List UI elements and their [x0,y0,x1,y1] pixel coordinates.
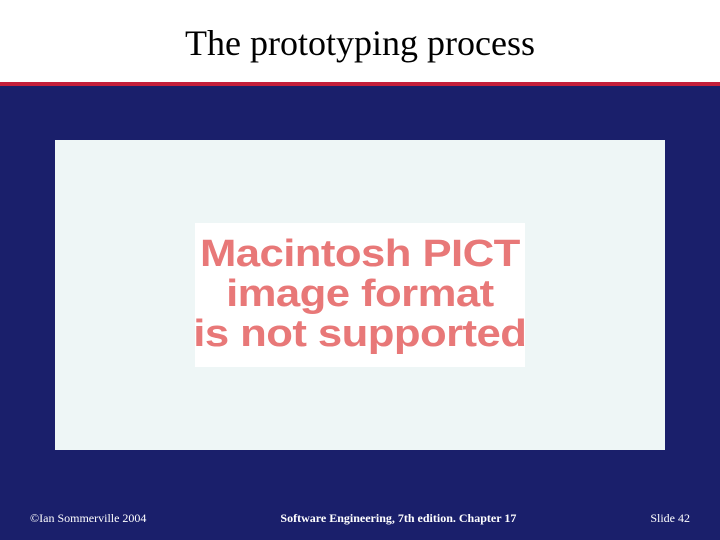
footer-slide-label: Slide [650,511,678,525]
footer: ©Ian Sommerville 2004 Software Engineeri… [0,511,720,526]
footer-copyright: ©Ian Sommerville 2004 [30,511,146,526]
error-line-3: is not supported [193,315,526,355]
error-line-2: image format [193,275,526,315]
error-line-1: Macintosh PICT [193,235,526,275]
slide-title: The prototyping process [0,22,720,64]
content-panel: Macintosh PICT image format is not suppo… [55,140,665,450]
footer-center: Software Engineering, 7th edition. Chapt… [146,511,650,526]
footer-slide-info: Slide 42 [650,511,690,526]
pict-error-box: Macintosh PICT image format is not suppo… [195,223,525,367]
footer-slide-number: 42 [678,511,690,525]
title-bar: The prototyping process [0,0,720,86]
